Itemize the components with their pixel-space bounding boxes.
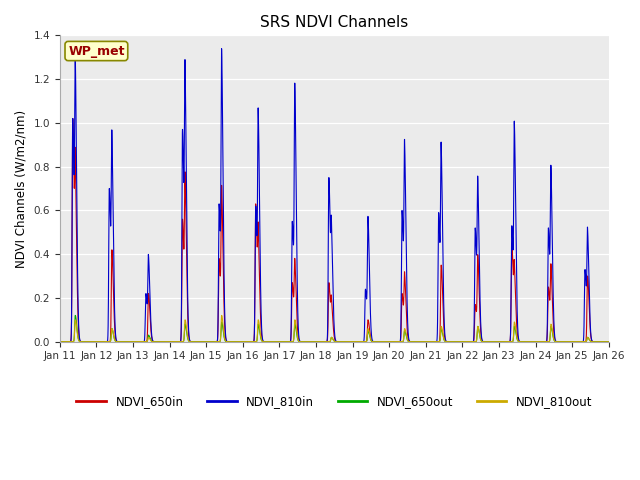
Text: WP_met: WP_met: [68, 45, 125, 58]
Legend: NDVI_650in, NDVI_810in, NDVI_650out, NDVI_810out: NDVI_650in, NDVI_810in, NDVI_650out, NDV…: [72, 391, 597, 413]
Title: SRS NDVI Channels: SRS NDVI Channels: [260, 15, 408, 30]
Y-axis label: NDVI Channels (W/m2/nm): NDVI Channels (W/m2/nm): [15, 109, 28, 267]
